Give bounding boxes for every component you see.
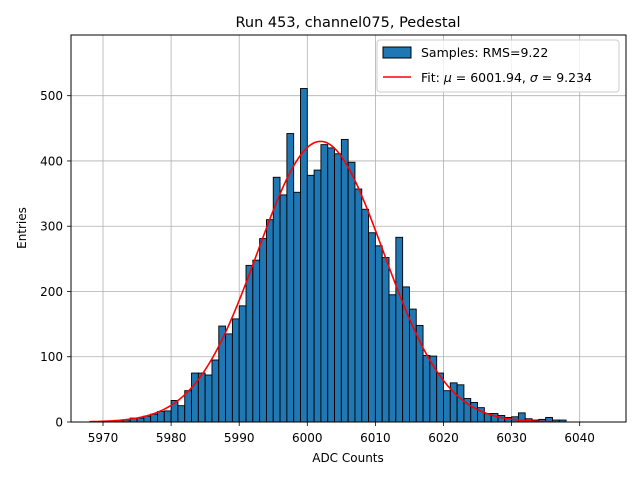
y-tick-label: 300: [40, 220, 63, 234]
histogram-bar: [388, 294, 397, 423]
histogram-bar: [184, 390, 192, 423]
legend-fit-suffix: = 9.234: [538, 70, 592, 85]
x-tick-label: 6010: [360, 431, 391, 445]
histogram-bar: [197, 372, 206, 423]
histogram-bar: [456, 384, 465, 423]
histogram-bar: [327, 147, 335, 423]
legend-hist-swatch: [382, 46, 412, 59]
histogram-bar: [150, 413, 158, 423]
histogram-bar: [361, 208, 370, 423]
histogram-bar: [177, 405, 186, 423]
histogram-bar: [157, 411, 165, 423]
x-tick-label: 5990: [224, 431, 255, 445]
histogram-bar: [320, 144, 329, 423]
x-tick-label: 6000: [292, 431, 323, 445]
x-axis-ticks: 5970 5980 5990 6000 6010 6020 6030 6040: [88, 422, 595, 445]
histogram-bar: [279, 194, 288, 423]
histogram-bar: [374, 245, 383, 423]
histogram-bar: [354, 188, 363, 423]
histogram-bar: [381, 257, 390, 423]
x-axis-label: ADC Counts: [312, 451, 384, 465]
y-axis-label: Entries: [15, 207, 29, 249]
histogram-bar: [136, 417, 145, 423]
y-tick-label: 0: [55, 416, 63, 430]
histogram-bar: [402, 286, 410, 423]
histogram-bar: [293, 191, 301, 423]
histogram-bar: [313, 169, 322, 423]
histogram-bar: [245, 264, 254, 423]
histogram-bar: [340, 138, 349, 423]
histogram-bar: [306, 174, 315, 423]
histogram-bar: [422, 354, 431, 423]
histogram-bar: [259, 238, 267, 423]
histogram-bar: [368, 232, 376, 423]
x-tick-label: 5970: [88, 431, 119, 445]
x-tick-label: 5980: [156, 431, 187, 445]
y-tick-label: 400: [40, 154, 63, 168]
histogram-bar: [300, 88, 308, 423]
histogram-bar: [265, 219, 274, 423]
legend: Samples: RMS=9.22 Fit: μ = 6001.94, σ = …: [376, 39, 620, 93]
histogram-bar: [252, 259, 261, 423]
legend-fit-label: Fit: μ = 6001.94, σ = 9.234: [421, 70, 592, 85]
legend-fit-prefix: Fit:: [421, 70, 444, 85]
x-tick-label: 6030: [496, 431, 527, 445]
histogram-bar: [334, 153, 342, 423]
plot-frame: [70, 34, 627, 423]
legend-fit-mid: = 6001.94,: [452, 70, 530, 85]
histogram-bars: [109, 88, 567, 423]
legend-hist-label: Samples: RMS=9.22: [421, 45, 548, 60]
legend-fit-mu: μ: [443, 70, 452, 85]
y-tick-label: 200: [40, 285, 63, 299]
histogram-bar: [395, 236, 404, 423]
y-tick-label: 100: [40, 350, 63, 364]
y-axis-ticks: 0 100 200 300 400 500: [40, 89, 71, 430]
x-tick-label: 6020: [428, 431, 459, 445]
histogram-bar: [163, 410, 172, 423]
histogram-bar: [272, 176, 281, 423]
chart-title: Run 453, channel075, Pedestal: [235, 15, 460, 31]
histogram-bar: [443, 390, 451, 423]
x-tick-label: 6040: [564, 431, 595, 445]
legend-hist-text: Samples: RMS=9.22: [421, 45, 548, 60]
histogram-bar: [211, 359, 220, 423]
legend-box: [376, 39, 620, 93]
histogram-bar: [231, 318, 240, 423]
histogram-bar: [347, 161, 356, 423]
histogram-bar: [204, 374, 213, 423]
y-tick-label: 500: [40, 89, 63, 103]
histogram-bar: [225, 333, 233, 423]
histogram-bar: [470, 401, 478, 423]
legend-fit-sigma: σ: [530, 70, 539, 85]
gaussian-fit-curve: [89, 140, 553, 423]
histogram-bar: [238, 305, 247, 423]
